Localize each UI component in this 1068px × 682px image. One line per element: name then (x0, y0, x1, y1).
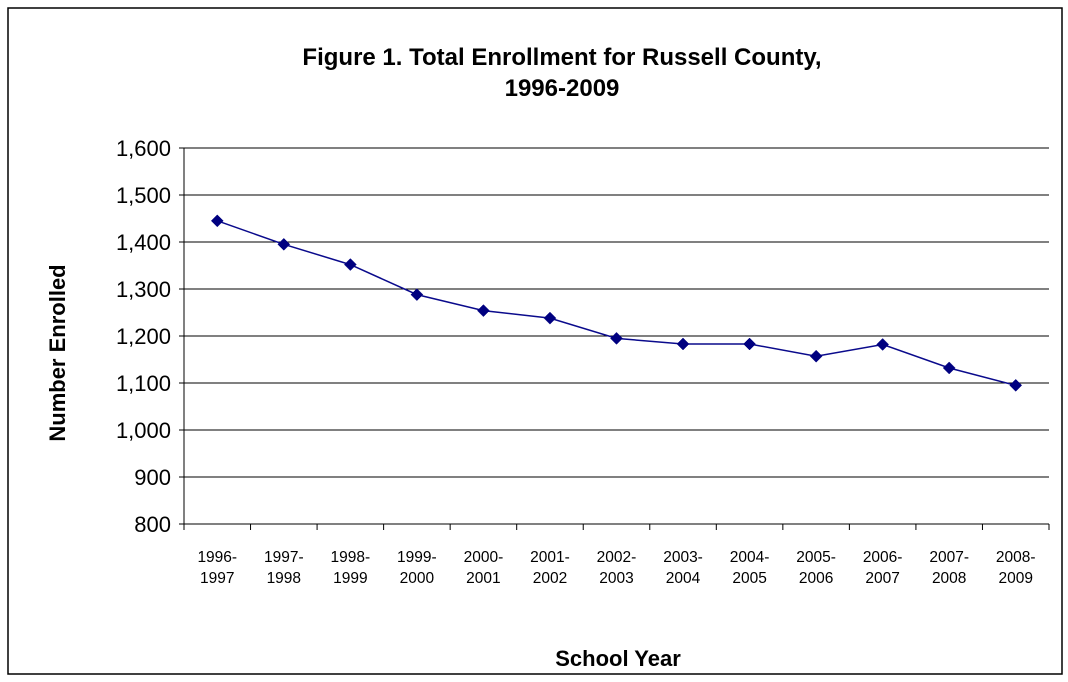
x-tick-label: 2004-2005 (730, 549, 770, 587)
x-tick-label: 2003-2004 (663, 549, 703, 587)
y-tick-label: 900 (134, 465, 171, 490)
y-tick-label: 1,000 (116, 418, 171, 443)
x-tick-label: 2007-2008 (929, 549, 969, 587)
x-tick-label: 2005-2006 (796, 549, 836, 587)
data-point-marker (610, 331, 623, 345)
y-axis-ticks: 1,600 1,500 1,400 1,300 1,200 1,100 1,000 900 80… (116, 136, 184, 537)
y-tick-label: 1,300 (116, 277, 171, 302)
x-tick-label: 1999-2000 (397, 549, 437, 587)
x-tick-label: 1996-1997 (197, 549, 237, 587)
data-point-marker (876, 338, 890, 351)
x-axis-title: School Year (555, 646, 681, 671)
x-tick-label: 1998-1999 (331, 549, 371, 587)
y-tick-label: 1,400 (116, 230, 171, 255)
x-tick-label: 1997-1998 (264, 549, 304, 587)
x-tick-label: 2008-2009 (996, 549, 1036, 587)
y-axis-title: Number Enrolled (45, 264, 70, 441)
data-point-marker (277, 237, 291, 251)
y-tick-label: 1,200 (116, 324, 171, 349)
x-tick-label: 2002-2003 (597, 549, 637, 587)
y-tick-label: 800 (134, 512, 171, 537)
data-point-marker (809, 349, 823, 363)
data-point-marker (343, 258, 357, 271)
y-tick-label: 1,100 (116, 371, 171, 396)
y-tick-label: 1,500 (116, 183, 171, 208)
x-tick-label: 2006-2007 (863, 549, 903, 587)
x-axis-ticks: 1996-1997 1997-1998 1998-1999 1999-2000 2000… (183, 524, 1050, 587)
series-enrollment (210, 214, 1023, 392)
data-point-marker (410, 288, 424, 301)
y-tick-label: 1,600 (116, 136, 171, 161)
data-point-marker (1009, 378, 1023, 392)
x-tick-label: 2001-2002 (530, 549, 570, 587)
chart-title-line-2: 1996-2009 (505, 75, 620, 102)
data-point-marker (543, 311, 557, 325)
data-point-marker (477, 304, 490, 317)
data-point-marker (210, 214, 224, 228)
chart-title-line-1: Figure 1. Total Enrollment for Russell C… (302, 44, 821, 71)
data-point-marker (676, 337, 690, 351)
data-point-marker (942, 361, 956, 375)
data-point-marker (743, 337, 756, 351)
x-tick-label: 2000-2001 (464, 549, 504, 587)
